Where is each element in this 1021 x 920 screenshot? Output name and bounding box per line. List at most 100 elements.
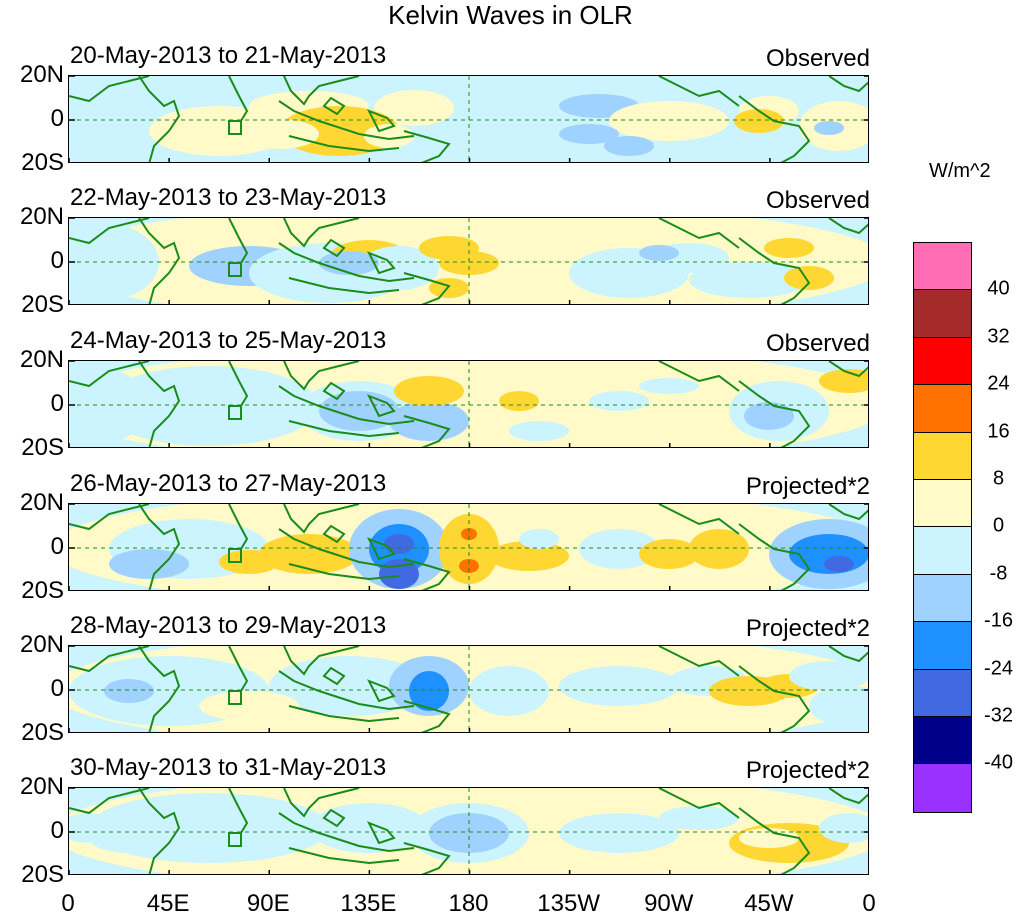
colorbar-swatch — [914, 669, 971, 717]
latitude-label: 0 — [50, 533, 64, 560]
olr-contour-region — [239, 119, 319, 149]
panel-period-label: 26-May-2013 to 27-May-2013 — [70, 470, 387, 497]
longitude-tick-label: 0 — [61, 890, 75, 917]
olr-anomaly-map — [69, 361, 868, 447]
coastline — [738, 237, 811, 304]
coastline — [288, 563, 400, 581]
coastline — [828, 504, 868, 521]
olr-contour-region — [509, 421, 569, 441]
olr-contour-region — [259, 534, 359, 574]
coastline — [69, 76, 150, 103]
latitude-label: 20N — [19, 346, 64, 373]
coastline — [658, 504, 740, 535]
olr-anomaly-map — [69, 218, 868, 304]
coastline — [658, 788, 740, 819]
coastline — [288, 135, 400, 153]
colorbar-tick-label: 0 — [992, 514, 1005, 537]
coastline — [283, 361, 360, 391]
colorbar-tick-label: 24 — [987, 372, 1010, 395]
coastline — [658, 646, 740, 677]
colorbar-swatch — [914, 764, 971, 812]
olr-contour-region — [784, 266, 834, 290]
coastline — [828, 646, 868, 663]
olr-contour-region — [519, 529, 559, 549]
olr-contour-region — [199, 691, 299, 721]
olr-contour-region — [739, 828, 799, 848]
coastline — [738, 380, 811, 447]
coastline — [828, 218, 868, 235]
coastline — [738, 807, 811, 874]
olr-contour-region — [499, 391, 539, 411]
colorbar-swatch — [914, 527, 971, 575]
panel-type-label: Projected*2 — [745, 757, 870, 784]
coastline — [228, 832, 242, 847]
latitude-label: 20N — [19, 203, 64, 230]
latitude-label: 20N — [19, 489, 64, 516]
coastline — [69, 788, 150, 815]
olr-map-panel — [68, 645, 869, 733]
coastline — [228, 405, 242, 420]
latitude-label: 0 — [50, 390, 64, 417]
olr-map-panel — [68, 75, 869, 163]
colorbar-tick-label: -40 — [984, 751, 1013, 774]
colorbar-swatch — [914, 622, 971, 670]
coastline — [366, 679, 396, 703]
coastline — [228, 76, 249, 122]
olr-anomaly-map — [69, 788, 868, 874]
olr-contour-region — [384, 534, 414, 554]
coastline — [283, 504, 360, 534]
olr-anomaly-map — [69, 76, 868, 162]
coastline — [69, 218, 150, 245]
panel-type-label: Observed — [765, 330, 870, 357]
olr-contour-region — [814, 121, 844, 135]
longitude-tick-label: 180 — [448, 890, 489, 917]
olr-contour-region — [559, 124, 619, 144]
coastline — [138, 218, 181, 304]
olr-contour-region — [609, 101, 729, 141]
coastline — [403, 842, 451, 874]
coastline — [138, 76, 181, 162]
longitude-tick-label: 90W — [644, 890, 694, 917]
coastline — [322, 381, 346, 401]
coastline — [278, 812, 415, 853]
olr-contour-region — [579, 529, 659, 569]
olr-contour-region — [639, 378, 699, 394]
olr-contour-region — [559, 666, 679, 706]
latitude-label: 0 — [50, 247, 64, 274]
coastline — [403, 700, 451, 732]
latitude-label: 20S — [21, 291, 64, 318]
coastline — [283, 76, 360, 106]
panel-period-label: 20-May-2013 to 21-May-2013 — [70, 42, 387, 69]
olr-contour-region — [219, 550, 279, 574]
olr-contour-region — [319, 251, 379, 275]
colorbar-swatch — [914, 432, 971, 480]
panel-type-label: Observed — [765, 45, 870, 72]
olr-map-panel — [68, 503, 869, 591]
coastline — [658, 361, 740, 392]
olr-contour-region — [659, 806, 739, 830]
olr-contour-region — [374, 90, 454, 126]
colorbar-units: W/m^2 — [929, 160, 991, 182]
colorbar-swatch — [914, 385, 971, 433]
olr-contour-region — [559, 813, 679, 853]
coastline — [283, 788, 360, 818]
coastline — [278, 670, 415, 711]
coastline — [322, 238, 346, 258]
latitude-label: 20S — [21, 719, 64, 746]
olr-contour-region — [689, 529, 749, 569]
olr-contour-region — [589, 391, 649, 411]
olr-contour-region — [789, 661, 868, 691]
colorbar-tick-label: 16 — [987, 420, 1010, 443]
olr-map-panel — [68, 360, 869, 448]
olr-contour-region — [104, 679, 154, 703]
olr-contour-region — [109, 549, 189, 579]
coastline — [228, 788, 249, 834]
chart-title: Kelvin Waves in OLR — [388, 0, 633, 30]
coastline — [322, 808, 346, 828]
coastline — [403, 558, 451, 590]
coastline — [658, 76, 740, 107]
olr-contour-region — [319, 391, 399, 431]
longitude-tick-label: 135E — [340, 890, 397, 917]
olr-contour-region — [639, 245, 679, 261]
olr-contour-region — [461, 528, 477, 540]
